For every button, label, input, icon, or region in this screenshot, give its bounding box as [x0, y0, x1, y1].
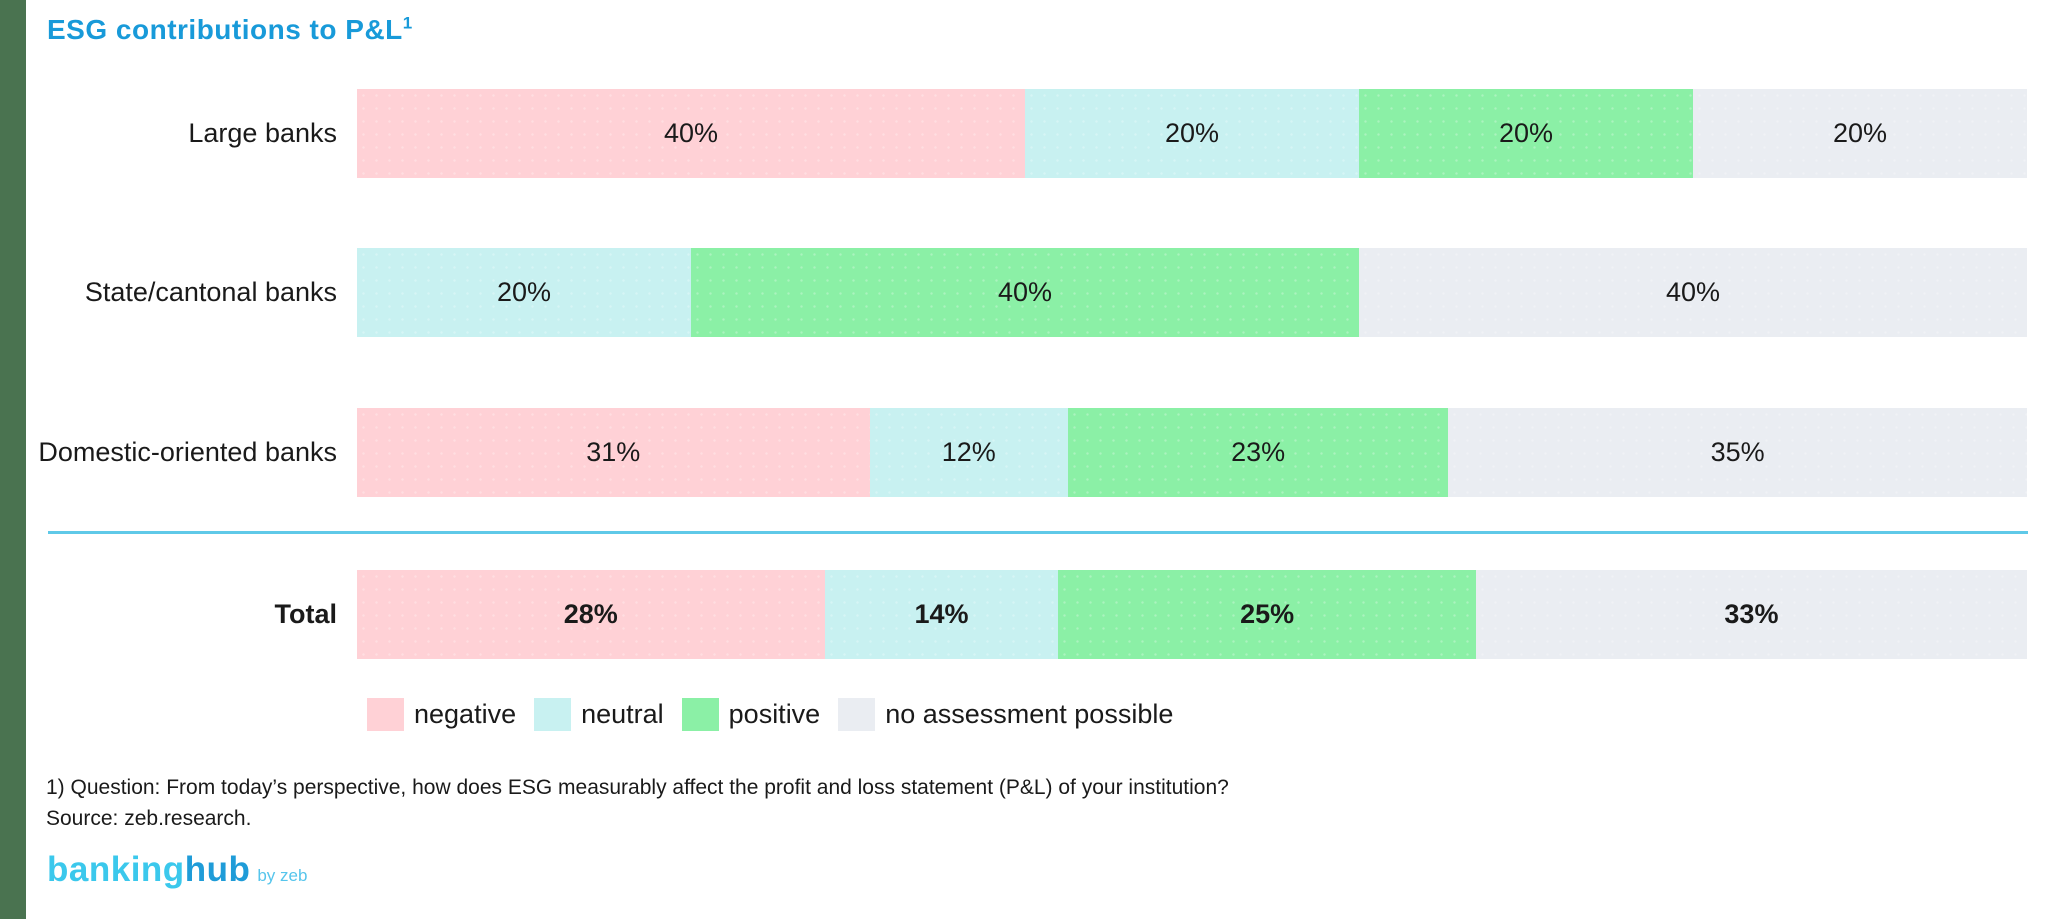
bar-track: 31% 12% 23% 35%: [357, 408, 2027, 497]
logo-byline: by zeb: [257, 866, 308, 885]
segment-value-label: 25%: [1240, 599, 1295, 629]
bar-segment-negative: 40%: [357, 89, 1025, 178]
chart-title: ESG contributions to P&L1: [47, 14, 413, 46]
bar-track: 28% 14% 25% 33%: [357, 570, 2027, 659]
logo-text-hub: hub: [184, 850, 251, 889]
legend-label: negative: [414, 699, 517, 729]
row-label: State/cantonal banks: [84, 276, 337, 307]
chart-row: Large banks 40% 20% 20% 20%: [0, 89, 2048, 178]
bar-segment-negative: 28%: [357, 570, 825, 659]
legend-item: no assessment possible: [838, 698, 1173, 731]
bar-track: 40% 20% 20% 20%: [357, 89, 2027, 178]
bar-segment-neutral: 14%: [824, 570, 1059, 659]
legend-swatch-negative: [367, 698, 404, 731]
footnote-source: Source: zeb.research.: [46, 807, 252, 830]
segment-value-label: 28%: [563, 599, 618, 629]
chart-title-text: ESG contributions to P&L: [47, 14, 403, 45]
segment-value-label: 23%: [1231, 437, 1286, 467]
segment-value-label: 40%: [663, 118, 719, 148]
legend-label: no assessment possible: [885, 699, 1174, 729]
bar-segment-positive: 23%: [1067, 408, 1449, 497]
bar-segment-no-assessment-possible: 33%: [1475, 570, 2027, 659]
segment-value-label: 31%: [586, 437, 641, 467]
bar-segment-neutral: 12%: [869, 408, 1068, 497]
segment-value-label: 20%: [1832, 118, 1888, 148]
bar-segment-neutral: 20%: [357, 248, 691, 337]
segment-value-label: 20%: [1164, 118, 1220, 148]
footnote-question: 1) Question: From today’s perspective, h…: [46, 776, 1229, 799]
bar-segment-no-assessment-possible: 35%: [1448, 408, 2027, 497]
segment-value-label: 20%: [496, 277, 552, 307]
segment-value-label: 35%: [1710, 437, 1765, 467]
bar-track: 20% 40% 40%: [357, 248, 2027, 337]
left-edge-strip: [0, 0, 26, 919]
bar-segment-positive: 20%: [1359, 89, 1693, 178]
total-divider-line: [48, 531, 2028, 534]
bar-segment-negative: 31%: [357, 408, 870, 497]
bar-segment-no-assessment-possible: 20%: [1693, 89, 2027, 178]
segment-value-label: 20%: [1498, 118, 1554, 148]
row-label: Large banks: [188, 117, 337, 148]
bar-segment-positive: 40%: [691, 248, 1359, 337]
legend-swatch-no-assessment-possible: [838, 698, 876, 731]
legend-label: neutral: [581, 699, 664, 729]
segment-value-label: 40%: [1665, 277, 1721, 307]
chart-title-footnote-marker: 1: [402, 13, 413, 33]
row-label: Total: [274, 598, 338, 629]
legend-item: neutral: [534, 698, 664, 731]
chart-row: Domestic-oriented banks 31% 12% 23% 35%: [0, 408, 2048, 497]
bar-segment-positive: 25%: [1058, 570, 1476, 659]
legend-swatch-neutral: [534, 698, 572, 731]
segment-value-label: 40%: [997, 277, 1053, 307]
segment-value-label: 33%: [1724, 599, 1779, 629]
legend-item: positive: [681, 698, 821, 731]
row-label: Domestic-oriented banks: [38, 436, 337, 467]
footnote: 1) Question: From today’s perspective, h…: [46, 772, 1229, 834]
bar-segment-neutral: 20%: [1025, 89, 1359, 178]
chart-row: State/cantonal banks 20% 40% 40%: [0, 248, 2048, 337]
legend-label: positive: [728, 699, 821, 729]
legend-swatch-positive: [681, 698, 719, 731]
logo-text-banking: banking: [47, 850, 185, 889]
segment-value-label: 14%: [914, 599, 969, 629]
segment-value-label: 12%: [941, 437, 996, 467]
chart-legend: negative neutral positive no assessment pos…: [367, 698, 1173, 731]
bankinghub-logo: banking hub by zeb: [47, 850, 307, 890]
bar-segment-no-assessment-possible: 40%: [1359, 248, 2027, 337]
legend-item: negative: [367, 698, 516, 731]
chart-row: Total 28% 14% 25% 33%: [0, 570, 2048, 659]
